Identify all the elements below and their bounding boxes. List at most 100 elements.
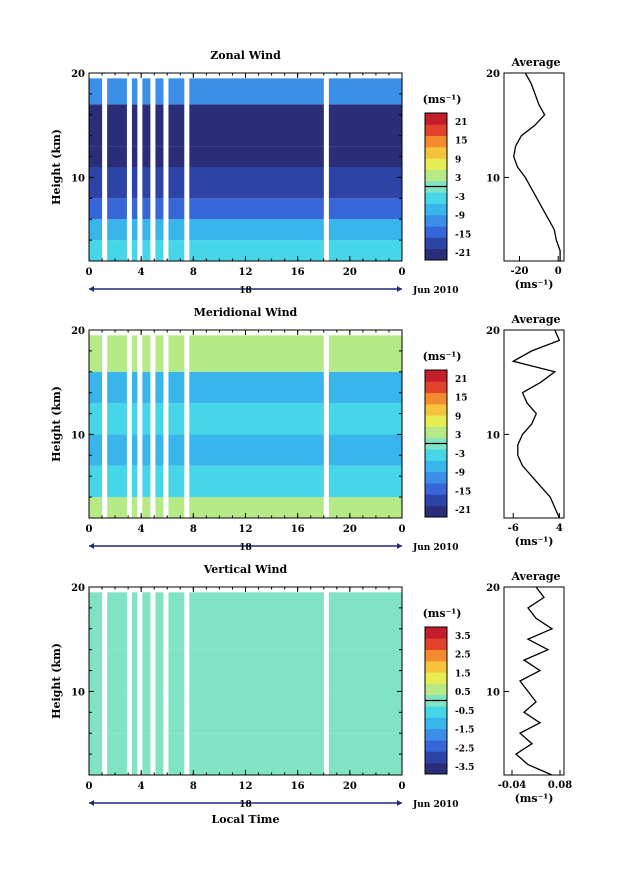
x-tick-label: 20 <box>343 524 357 535</box>
heatmap-band <box>89 198 402 220</box>
average-profile-line <box>514 586 554 776</box>
heatmap-band <box>89 434 402 466</box>
heatmap-field <box>89 587 402 775</box>
day-label: 18 <box>239 286 252 296</box>
x-tick-label: 0 <box>399 781 406 792</box>
average-profile-line <box>513 72 561 261</box>
heatmap-band <box>89 104 402 147</box>
colorbar-tick-label: 21 <box>455 118 468 128</box>
colorbar-segment <box>425 660 447 673</box>
colorbar-segment <box>425 449 447 461</box>
heatmap-band <box>89 733 402 775</box>
average-profile-line <box>511 329 561 519</box>
x-tick-label: 4 <box>138 781 145 792</box>
data-gap <box>102 73 108 261</box>
data-gap <box>137 73 143 261</box>
day-axis-arrow <box>397 286 402 292</box>
day-label: 18 <box>239 543 252 553</box>
colorbar-tick-label: -21 <box>455 249 471 259</box>
x-tick-label: 20 <box>343 781 357 792</box>
colorbar-segment <box>425 505 447 518</box>
colorbar-segment <box>425 214 447 227</box>
heatmap-band <box>89 335 402 372</box>
average-x-tick-label: 0.08 <box>548 780 572 791</box>
y-tick-label: 10 <box>71 430 85 441</box>
colorbar-segment <box>425 460 447 473</box>
data-gap <box>150 73 156 261</box>
average-y-tick-label: 20 <box>486 326 500 337</box>
data-gap <box>126 330 132 518</box>
colorbar-segment <box>425 203 447 216</box>
data-gap <box>137 330 143 518</box>
colorbar-segment <box>425 762 447 775</box>
x-tick-label: 8 <box>190 267 197 278</box>
average-x-label: (ms⁻¹) <box>515 535 554 548</box>
colorbar-segment <box>425 728 447 741</box>
colorbar-segment <box>425 226 447 238</box>
average-title: Average <box>510 570 560 583</box>
x-tick-label: 0 <box>399 267 406 278</box>
colorbar-segment <box>425 683 447 696</box>
y-axis-label: Height (km) <box>50 129 63 205</box>
heatmap-band <box>89 403 402 435</box>
x-tick-label: 8 <box>190 781 197 792</box>
colorbar-segment <box>425 403 447 416</box>
data-gap <box>102 330 108 518</box>
average-x-tick-label: 0 <box>555 266 562 277</box>
panel-title: Vertical Wind <box>203 563 288 576</box>
data-gap <box>323 73 329 261</box>
colorbar-tick-label: 21 <box>455 375 468 385</box>
x-tick-label: 20 <box>343 267 357 278</box>
y-axis-label: Height (km) <box>50 643 63 719</box>
colorbar-segment <box>425 706 447 718</box>
x-tick-label: 16 <box>291 524 305 535</box>
heatmap-field <box>89 330 402 518</box>
colorbar-tick-label: -21 <box>455 506 471 516</box>
average-x-tick-label: -0.04 <box>498 780 527 791</box>
colorbar-tick-label: -3 <box>455 193 465 203</box>
y-tick-label: 10 <box>71 173 85 184</box>
average-frame <box>503 586 565 776</box>
x-tick-label: 16 <box>291 267 305 278</box>
x-tick-label: 16 <box>291 781 305 792</box>
colorbar-segment <box>425 751 447 764</box>
x-tick-label: 12 <box>239 524 253 535</box>
month-label: Jun 2010 <box>412 543 459 553</box>
day-axis-arrow <box>397 543 402 549</box>
data-gap <box>102 587 108 775</box>
data-gap <box>163 330 169 518</box>
data-gap <box>150 587 156 775</box>
average-x-tick-label: -20 <box>510 266 528 277</box>
colorbar-segment <box>425 158 447 170</box>
colorbar-tick-label: -0.5 <box>455 707 474 717</box>
average-x-tick-label: 4 <box>556 523 563 534</box>
colorbar-tick-label: 1.5 <box>455 669 471 679</box>
average-y-tick-label: 20 <box>486 69 500 80</box>
y-axis-label: Height (km) <box>50 386 63 462</box>
panel-title: Meridional Wind <box>194 306 298 319</box>
y-tick-label: 10 <box>71 687 85 698</box>
colorbar-segment <box>425 381 447 394</box>
month-label: Jun 2010 <box>412 800 459 810</box>
colorbar-segment <box>425 483 447 495</box>
colorbar-segment <box>425 192 447 204</box>
colorbar-tick-label: -15 <box>455 487 471 497</box>
colorbar-tick-label: 3 <box>455 431 461 441</box>
colorbar-tick-label: -9 <box>455 469 465 479</box>
colorbar-segment <box>425 248 447 261</box>
average-frame <box>503 329 565 519</box>
colorbar-segment <box>425 237 447 250</box>
x-tick-label: 8 <box>190 524 197 535</box>
data-gap <box>184 330 190 518</box>
x-tick-label: 4 <box>138 267 145 278</box>
colorbar-segment <box>425 370 447 382</box>
colorbar-tick-label: 2.5 <box>455 651 471 661</box>
data-gap <box>163 587 169 775</box>
colorbar-tick-label: -15 <box>455 230 471 240</box>
colorbar-tick-label: 15 <box>455 394 468 404</box>
data-gap <box>323 330 329 518</box>
x-tick-label: 0 <box>399 524 406 535</box>
x-tick-label: 12 <box>239 781 253 792</box>
colorbar-unit-label: (ms⁻¹) <box>423 93 462 106</box>
panel-title: Zonal Wind <box>210 49 281 62</box>
